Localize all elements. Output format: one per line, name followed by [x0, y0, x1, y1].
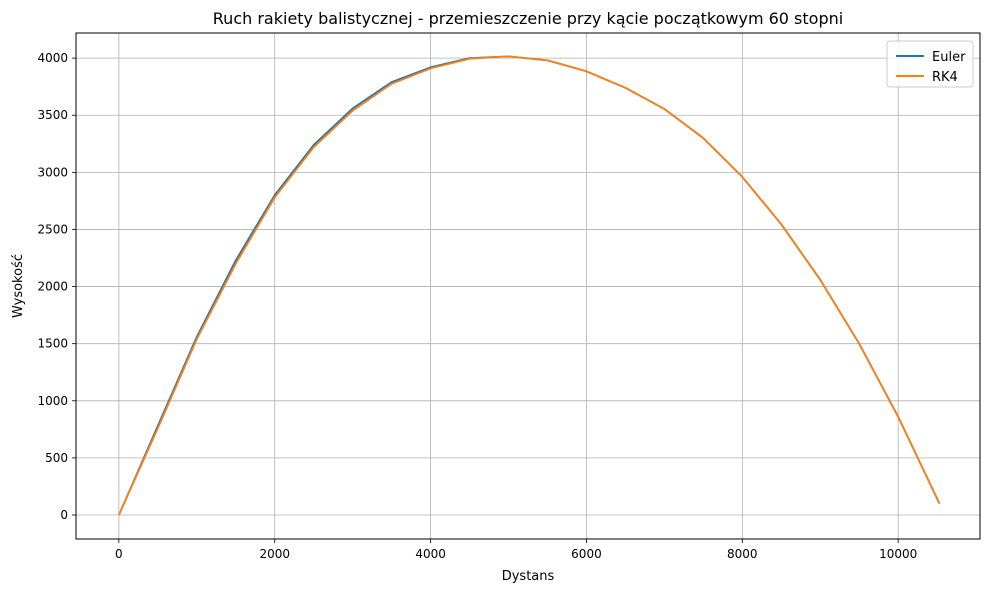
- legend-label-euler: Euler: [932, 50, 966, 65]
- series-layer: [118, 55, 941, 516]
- x-tick-label: 6000: [571, 547, 602, 561]
- x-tick-label: 0: [115, 547, 123, 561]
- series-line-rk4: [118, 55, 941, 516]
- legend: Euler RK4: [886, 40, 974, 88]
- plot-frame: [75, 32, 981, 540]
- y-tick-label: 1000: [37, 394, 68, 408]
- series-line-euler: [118, 55, 941, 516]
- x-tick-label: 10000: [879, 547, 917, 561]
- x-axis-ticks: 0 2000 4000 6000 8000 10000: [115, 539, 917, 561]
- y-tick-label: 4000: [37, 51, 68, 65]
- y-tick-label: 1500: [37, 337, 68, 351]
- y-axis-ticks: 0 500 1000 1500 2000 2500 3000 3500 4000: [37, 51, 76, 522]
- x-tick-label: 8000: [727, 547, 758, 561]
- y-tick-label: 3500: [37, 108, 68, 122]
- y-tick-label: 2000: [37, 280, 68, 294]
- y-tick-label: 2500: [37, 222, 68, 236]
- y-tick-label: 500: [45, 451, 68, 465]
- y-tick-label: 3000: [37, 165, 68, 179]
- y-axis-label: Wysokość: [11, 254, 26, 318]
- grid: [76, 33, 980, 539]
- y-tick-label: 0: [60, 508, 68, 522]
- legend-label-rk4: RK4: [932, 70, 958, 85]
- x-tick-label: 4000: [415, 547, 446, 561]
- chart-title: Ruch rakiety balistycznej - przemieszcze…: [213, 9, 843, 28]
- x-tick-label: 2000: [259, 547, 290, 561]
- x-axis-label: Dystans: [502, 569, 555, 584]
